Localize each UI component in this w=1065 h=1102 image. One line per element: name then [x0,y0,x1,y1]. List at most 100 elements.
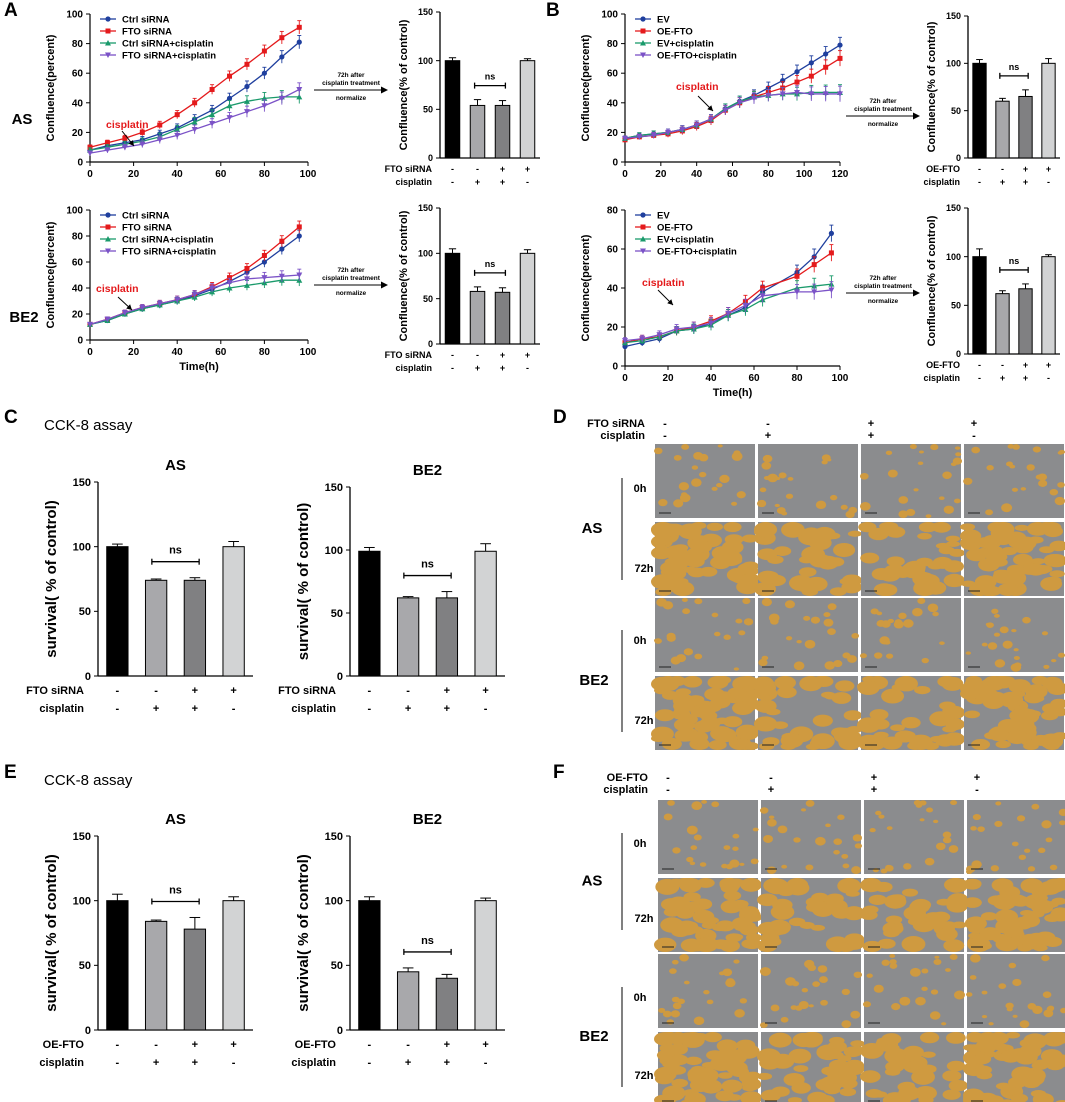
cell-blob [691,801,703,810]
y-tick-label: 100 [946,58,961,68]
cell-blob [955,452,962,457]
cell-blob [754,687,772,697]
cell-blob [943,560,965,573]
cell-blob [757,1048,781,1065]
cell-blob [795,1005,803,1011]
legend-entry: EV [657,15,670,26]
factor-sign: - [368,703,372,715]
cell-blob [860,552,880,564]
y-tick-label: 40 [72,98,84,109]
cell-blob [999,626,1009,634]
cell-blob [732,846,739,851]
cell-blob [886,556,905,567]
cell-blob [885,864,894,872]
cell-blob [805,864,814,871]
time-label-72h: 72h [635,715,654,727]
cell-blob [785,493,794,499]
arrow-head [913,112,920,120]
cell-blob [987,1032,1009,1045]
cell-blob [668,1043,688,1056]
cell-blob [662,1010,672,1018]
panel-label-d: D [553,407,567,428]
cell-blob [697,937,714,946]
cell-blob [731,451,743,461]
cell-blob [918,450,924,454]
data-point [760,285,766,291]
factor-label: FTO siRNA [385,350,433,360]
factor-label: OE-FTO [295,1039,337,1051]
cell-blob [734,738,751,748]
arrow-head [707,105,713,111]
cell-blob [1005,1002,1014,1009]
cell-blob [997,718,1020,733]
cell-blob [810,924,826,931]
y-tick-label: 50 [79,960,91,972]
cell-blob [852,834,862,842]
cell-blob [742,566,759,576]
cell-blob [672,847,681,854]
factor-sign: + [405,703,411,715]
cell-blob [788,1048,812,1064]
cell-blob [780,1016,789,1023]
cell-blob [784,600,795,609]
factor-sign: + [230,685,236,697]
data-point [122,135,128,141]
cell-blob [981,990,988,995]
cell-blob [1020,487,1027,491]
cell-blob [678,482,690,491]
cell-blob [819,976,828,984]
legend-entry: Ctrl siRNA [122,211,170,222]
cell-blob [826,458,832,462]
cell-blob [889,959,897,965]
microscopy-tile [864,800,964,874]
cell-blob [851,633,859,639]
cell-blob [917,461,924,465]
factor-sign: + [1023,373,1028,383]
cell-blob [1011,487,1019,492]
cell-blob [1013,553,1033,566]
cell-blob [663,1060,681,1069]
cell-blob [979,927,1001,941]
cell-blob [706,522,723,531]
cell-blob [843,710,862,721]
cell-blob [698,471,707,478]
cell-blob [1029,694,1045,703]
factor-label: FTO siRNA [278,685,336,697]
data-point [278,95,285,102]
cell-blob [747,914,762,921]
cell-blob [681,444,690,450]
cell-blob [883,640,891,645]
cell-blob [1042,1036,1057,1044]
cell-blob [776,507,786,515]
y-tick-label: 40 [72,284,84,295]
cell-blob [1032,1092,1054,1102]
cell-blob [977,826,985,832]
y-axis-label: Confluence(% of control) [926,215,938,346]
cell-blob [894,619,903,625]
cell-blob [841,988,850,996]
cell-blob [933,959,942,966]
cell-blob [676,908,695,919]
header-sign: + [871,772,877,784]
cell-blob [826,893,844,904]
cell-blob [788,917,806,927]
cell-blob [775,476,781,481]
cell-blob [1049,488,1059,496]
data-point [243,98,250,104]
cell-blob [681,492,688,497]
cell-blob [735,618,743,624]
legend-entry: EV+cisplatin [657,235,714,246]
legend-entry: OE-FTO [657,27,693,38]
data-point [261,259,267,265]
cell-blob [851,866,861,874]
cell-blob [841,1020,852,1028]
cell-blob [906,508,916,516]
cell-blob [990,525,1014,541]
cell-blob [960,529,982,543]
data-point [261,103,268,109]
cell-blob [965,651,971,655]
cell-blob [651,735,666,743]
cell-blob [963,897,982,908]
microscopy-tile [860,598,961,672]
factor-sign: + [444,1057,450,1069]
